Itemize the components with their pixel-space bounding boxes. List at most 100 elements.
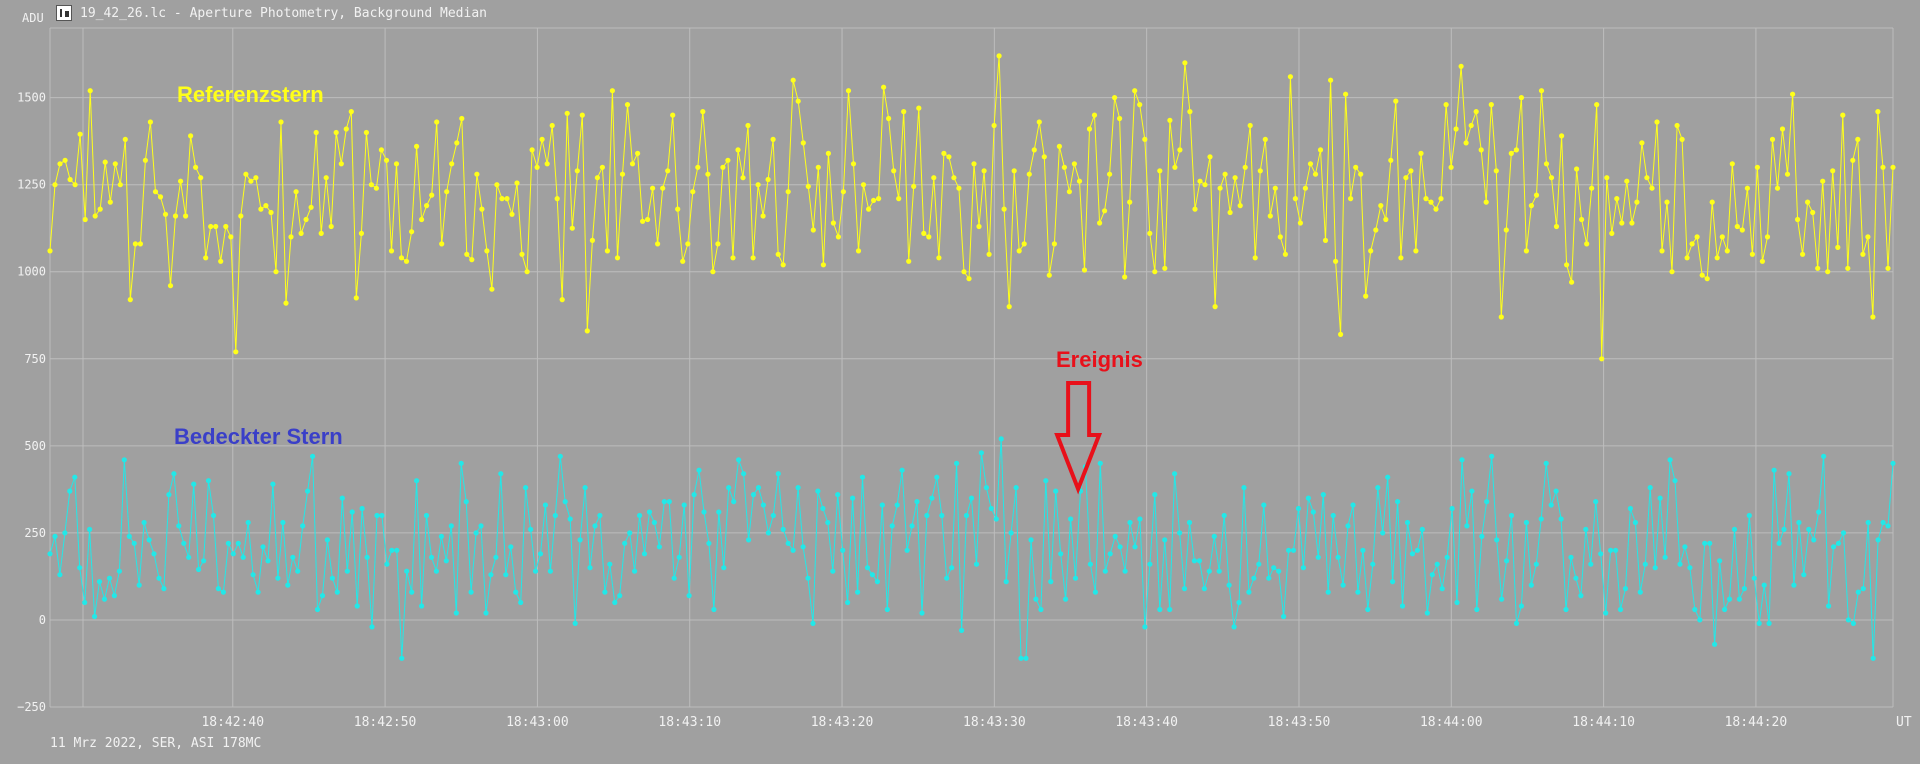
occulted-data-point xyxy=(1286,547,1292,553)
x-tick-label: 18:43:00 xyxy=(506,715,569,730)
reference-data-point xyxy=(132,241,138,247)
occulted-data-point xyxy=(676,554,682,560)
reference-data-point xyxy=(1498,314,1504,320)
reference-data-point xyxy=(1142,136,1148,142)
occulted-data-point xyxy=(805,575,811,581)
occulted-data-point xyxy=(1008,530,1014,536)
reference-data-point xyxy=(268,209,274,216)
reference-data-point xyxy=(1594,102,1600,108)
x-tick-label: 18:42:50 xyxy=(354,715,417,730)
occulted-data-point xyxy=(1196,558,1202,564)
occulted-data-point xyxy=(1548,502,1554,508)
reference-data-point xyxy=(1041,154,1047,160)
occulted-data-point xyxy=(324,537,330,543)
reference-data-point xyxy=(1197,178,1203,184)
occulted-data-point xyxy=(1523,519,1529,526)
reference-data-point xyxy=(825,150,832,156)
occulted-data-point xyxy=(983,485,990,491)
occulted-data-point xyxy=(879,502,885,508)
occulted-data-point xyxy=(1647,485,1653,491)
occulted-data-point xyxy=(82,599,88,606)
occulted-data-point xyxy=(334,589,340,595)
reference-data-point xyxy=(1147,230,1153,236)
reference-data-point xyxy=(720,164,726,170)
reference-data-point xyxy=(1860,251,1866,257)
reference-data-point xyxy=(1790,91,1796,97)
occulted-data-point xyxy=(859,474,866,480)
reference-data-point xyxy=(403,258,410,264)
reference-data-point xyxy=(519,251,525,257)
occulted-data-point xyxy=(1801,572,1807,578)
reference-data-point xyxy=(147,119,153,125)
reference-data-point xyxy=(514,180,520,186)
reference-data-point xyxy=(1724,248,1730,254)
occulted-data-point xyxy=(746,537,752,543)
occulted-data-point xyxy=(1533,561,1539,567)
reference-data-point xyxy=(1056,143,1062,149)
occulted-data-point xyxy=(741,471,747,477)
reference-data-point xyxy=(665,168,671,174)
occulted-data-point xyxy=(508,544,514,550)
occulted-data-point xyxy=(1350,502,1356,508)
occulted-data-point xyxy=(1504,558,1510,564)
reference-data-point xyxy=(876,196,882,202)
reference-data-point xyxy=(1237,203,1243,209)
occulted-data-point xyxy=(780,526,786,533)
reference-data-point xyxy=(655,241,661,247)
reference-data-point xyxy=(1026,171,1032,177)
occulted-data-point xyxy=(196,566,202,573)
reference-data-point xyxy=(1368,248,1374,254)
grid xyxy=(49,27,1894,708)
y-tick-label: 250 xyxy=(24,526,46,540)
occulted-data-point xyxy=(919,610,925,616)
reference-data-point xyxy=(599,164,606,170)
occulted-data-point xyxy=(1191,558,1197,564)
occulted-data-point xyxy=(1206,568,1212,574)
reference-data-point xyxy=(1569,279,1575,285)
occulted-data-point xyxy=(1043,478,1049,484)
reference-data-point xyxy=(328,223,334,230)
y-axis-label: ADU xyxy=(22,11,44,25)
reference-star-label: Referenzstern xyxy=(177,82,324,107)
occulted-data-point xyxy=(409,589,415,595)
reference-data-point xyxy=(1714,255,1720,261)
occulted-data-point xyxy=(617,593,623,599)
reference-data-point xyxy=(1277,234,1283,240)
reference-data-point xyxy=(1066,189,1072,195)
reference-data-point xyxy=(1548,175,1555,181)
reference-data-point xyxy=(800,140,806,146)
occulted-data-point xyxy=(156,575,162,581)
occulted-data-point xyxy=(290,554,296,560)
reference-data-point xyxy=(1428,199,1434,205)
occulted-data-point xyxy=(1786,471,1792,477)
reference-data-point xyxy=(564,110,570,116)
occulted-data-point xyxy=(1409,551,1415,557)
reference-data-point xyxy=(1774,185,1781,191)
reference-data-point xyxy=(1348,196,1354,202)
occulted-data-point xyxy=(998,436,1004,442)
reference-data-point xyxy=(1528,203,1534,209)
reference-data-point xyxy=(1634,199,1640,205)
occulted-data-point xyxy=(1494,537,1500,543)
occulted-data-point xyxy=(1860,586,1866,592)
occulted-data-point xyxy=(755,485,762,491)
occulted-data-point xyxy=(1404,519,1411,526)
reference-data-point xyxy=(1297,220,1303,226)
occulted-data-point xyxy=(1231,624,1237,630)
reference-data-point xyxy=(1217,185,1223,191)
occulted-data-point xyxy=(1300,565,1306,571)
occulted-data-point xyxy=(1434,561,1440,567)
occulted-data-point xyxy=(1122,568,1128,574)
reference-data-point xyxy=(273,269,279,275)
reference-data-point xyxy=(172,213,179,219)
occulted-data-point xyxy=(1751,575,1757,581)
reference-data-point xyxy=(1302,185,1308,191)
occulted-data-point xyxy=(939,512,945,519)
reference-data-point xyxy=(1433,206,1439,212)
occulted-data-point xyxy=(1429,572,1435,578)
reference-data-point xyxy=(142,157,148,163)
reference-data-point xyxy=(1207,154,1213,160)
occulted-data-point xyxy=(1226,582,1232,588)
x-axis-unit: UT xyxy=(1896,715,1912,730)
reference-data-point xyxy=(293,189,299,195)
